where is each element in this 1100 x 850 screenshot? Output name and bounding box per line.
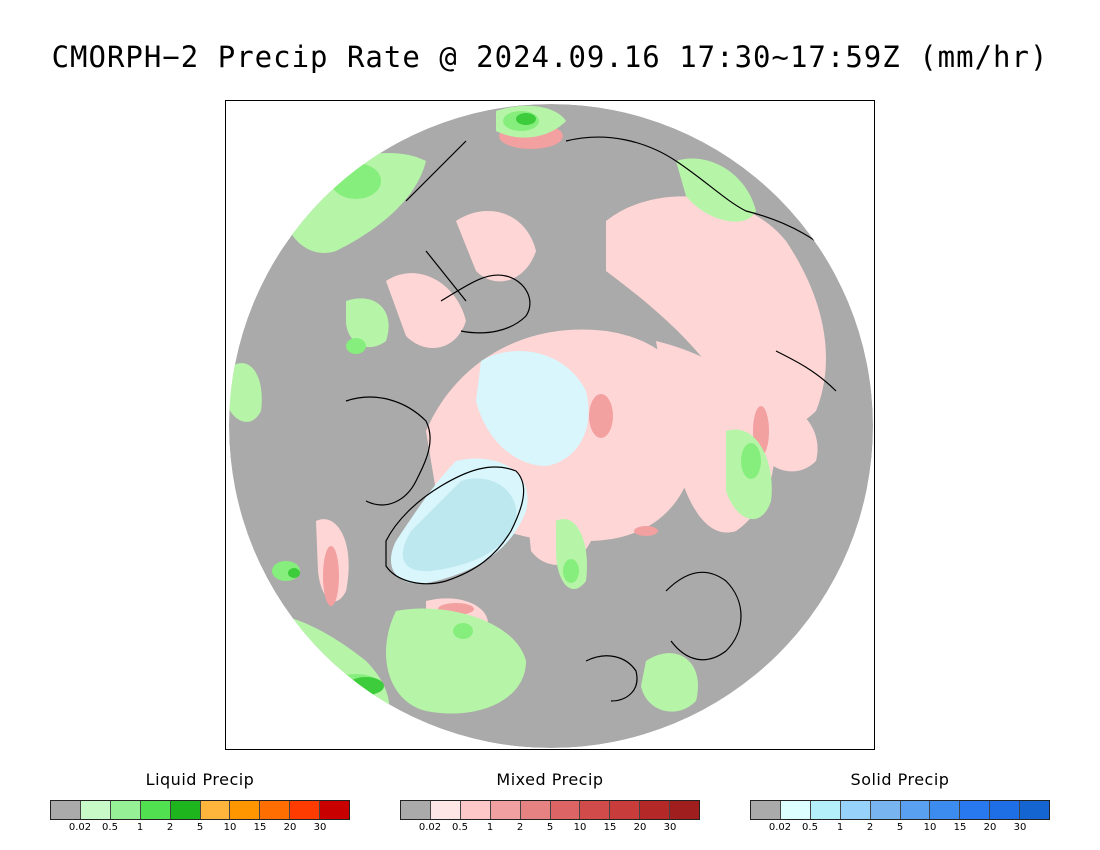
legend-tick-label: 1 [486, 822, 494, 833]
legend-tick-label: 0.02 [768, 822, 792, 833]
legend-tick-label: 0.5 [802, 822, 818, 833]
legend-swatch [170, 801, 201, 819]
legend-tick-label: 0.5 [102, 822, 118, 833]
legend-swatches [750, 800, 1050, 820]
legend-swatch [430, 801, 461, 819]
legend-swatch [610, 801, 641, 819]
legend-title: Mixed Precip [496, 770, 604, 789]
legend-solid: Solid Precip 0.02 0.5 1 2 5 10 15 20 30 [750, 770, 1050, 836]
legend-tick-label: 15 [603, 822, 617, 833]
legend-tick-label: 2 [866, 822, 874, 833]
legend-tick-label: 0.5 [452, 822, 468, 833]
legend-tick-label: 1 [836, 822, 844, 833]
legend-swatch [550, 801, 581, 819]
legend-mixed: Mixed Precip 0.02 0.5 1 2 5 10 15 20 30 [400, 770, 700, 836]
legend-tick-label: 5 [896, 822, 904, 833]
legend-swatch [490, 801, 521, 819]
legend-swatch [751, 801, 781, 819]
legend-ticks: 0.02 0.5 1 2 5 10 15 20 30 [750, 822, 1050, 836]
greenland-coast [385, 466, 525, 585]
legend-ticks: 0.02 0.5 1 2 5 10 15 20 30 [50, 822, 350, 836]
coastlines [345, 136, 847, 722]
legend-tick-label: 20 [633, 822, 647, 833]
legend-tick-label: 30 [313, 822, 327, 833]
legend-tick-label: 5 [196, 822, 204, 833]
legend-swatch [80, 801, 111, 819]
legend-swatch [640, 801, 671, 819]
legend-title: Liquid Precip [145, 770, 255, 789]
legend-ticks: 0.02 0.5 1 2 5 10 15 20 30 [400, 822, 700, 836]
legend-tick-label: 20 [983, 822, 997, 833]
legend-swatch [140, 801, 171, 819]
legend-tick-label: 0.02 [418, 822, 442, 833]
legend-swatch [230, 801, 261, 819]
legend-swatch [840, 801, 871, 819]
legend-swatches [400, 800, 700, 820]
legend-swatch [51, 801, 81, 819]
legend-tick-label: 0.02 [68, 822, 92, 833]
map-svg [229, 104, 873, 748]
legend-swatch [401, 801, 431, 819]
map-disk [229, 104, 873, 748]
legend-swatch [1020, 801, 1050, 819]
legend-tick-label: 10 [923, 822, 937, 833]
legend-tick-label: 10 [573, 822, 587, 833]
legend-swatch [460, 801, 491, 819]
legend-tick-label: 30 [663, 822, 677, 833]
legend-tick-label: 2 [166, 822, 174, 833]
legend-tick-label: 10 [223, 822, 237, 833]
legend-tick-label: 5 [546, 822, 554, 833]
legend-swatch [960, 801, 991, 819]
legend-swatch [200, 801, 231, 819]
legend-tick-label: 30 [1013, 822, 1027, 833]
legend-title: Solid Precip [850, 770, 950, 789]
legend-swatch [580, 801, 611, 819]
legend-swatch [990, 801, 1021, 819]
legend-swatch [810, 801, 841, 819]
legend-swatch [670, 801, 700, 819]
legend-swatch [930, 801, 961, 819]
legend-swatch [900, 801, 931, 819]
polar-precip-map [225, 100, 875, 750]
solid-precip-greenland [402, 478, 517, 572]
legend-tick-label: 1 [136, 822, 144, 833]
map-title: CMORPH−2 Precip Rate @ 2024.09.16 17:30∼… [51, 40, 1049, 74]
legend-swatch [290, 801, 321, 819]
legend-swatches [50, 800, 350, 820]
legend-tick-label: 20 [283, 822, 297, 833]
legend-swatch [260, 801, 291, 819]
legend-tick-label: 15 [953, 822, 967, 833]
legend-tick-label: 2 [516, 822, 524, 833]
legend-swatch [110, 801, 141, 819]
legend-liquid: Liquid Precip 0.02 0.5 1 2 5 10 15 20 30 [50, 770, 350, 836]
legend-swatch [520, 801, 551, 819]
legend-swatch [780, 801, 811, 819]
legend-tick-label: 15 [253, 822, 267, 833]
liquid-precip-heavy [288, 113, 536, 695]
legend-swatch [870, 801, 901, 819]
legend-swatch [320, 801, 350, 819]
